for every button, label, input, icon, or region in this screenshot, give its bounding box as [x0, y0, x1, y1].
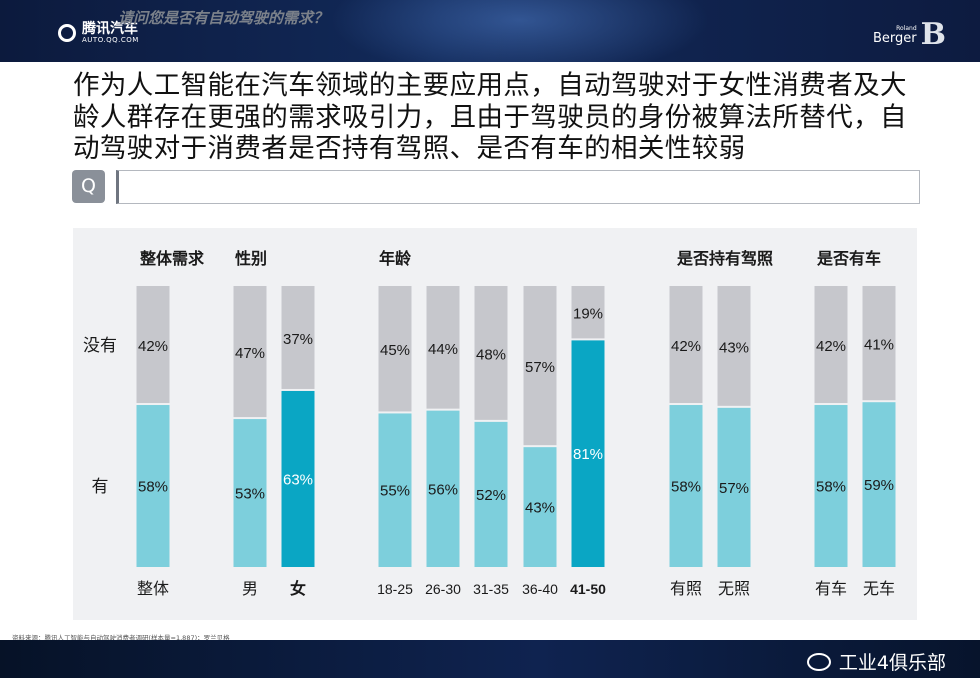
- question-text: 请问您是否有自动驾驶的需求？: [118, 9, 329, 27]
- category-label: 整体: [137, 580, 169, 598]
- label-no: 47%: [235, 345, 265, 362]
- category-label: 男: [242, 581, 258, 598]
- top-banner: 腾讯汽车 AUTO.QQ.COM Roland Berger B: [0, 0, 980, 62]
- bar-yes: [862, 402, 896, 567]
- watermark-text: 工业4俱乐部: [838, 652, 946, 674]
- label-no: 42%: [816, 338, 846, 355]
- label-yes: 56%: [428, 481, 458, 498]
- bar-no: [281, 286, 315, 389]
- source-note: 资料来源：腾讯人工智能与自动驾驶消费者调研(样本量=1,887)；罗兰贝格: [12, 634, 230, 642]
- bar-yes: [426, 410, 460, 567]
- group-title: 年龄: [379, 249, 412, 268]
- category-label: 18-25: [377, 581, 413, 597]
- group-title: 是否有车: [816, 249, 881, 268]
- label-no: 43%: [719, 339, 749, 356]
- bar-no: [523, 286, 557, 446]
- logo-name: 腾讯汽车: [82, 21, 138, 37]
- question-badge: Q: [72, 170, 105, 203]
- bar-yes: [281, 390, 315, 567]
- label-no: 37%: [283, 331, 313, 348]
- label-no: 42%: [138, 338, 168, 355]
- bar-yes: [523, 447, 557, 567]
- tencent-auto-logo-icon: [58, 24, 76, 42]
- logo-sub: AUTO.QQ.COM: [82, 36, 139, 44]
- watermark: 工业4俱乐部: [806, 648, 946, 675]
- label-yes: 58%: [816, 479, 846, 496]
- tencent-auto-logo: 腾讯汽车 AUTO.QQ.COM: [58, 22, 139, 44]
- label-no: 44%: [428, 341, 458, 358]
- label-yes: 43%: [525, 500, 555, 517]
- bar-no: [136, 286, 170, 404]
- bar-yes: [474, 421, 508, 567]
- category-label: 有照: [670, 580, 702, 598]
- category-label: 26-30: [425, 581, 461, 597]
- bar-yes: [136, 405, 170, 567]
- bar-no: [378, 286, 412, 412]
- category-label: 无车: [863, 580, 895, 598]
- label-yes: 55%: [380, 483, 410, 500]
- page-title: 作为人工智能在汽车领域的主要应用点，自动驾驶对于女性消费者及大龄人群存在更强的需…: [73, 70, 907, 164]
- label-yes: 58%: [138, 479, 168, 496]
- category-label: 无照: [718, 580, 750, 598]
- bar-yes: [717, 407, 751, 567]
- category-label: 31-35: [473, 581, 509, 597]
- logo-berger: Berger: [873, 30, 917, 46]
- label-no: 19%: [573, 306, 603, 323]
- bar-yes: [233, 419, 267, 567]
- bar-yes: [571, 340, 605, 567]
- group-title: 是否持有驾照: [676, 249, 773, 268]
- bar-no: [571, 286, 605, 339]
- bar-yes: [669, 405, 703, 567]
- row-label-yes: 有: [92, 477, 109, 496]
- label-yes: 59%: [864, 477, 894, 494]
- logo-roland: Roland: [896, 24, 917, 32]
- bar-no: [669, 286, 703, 404]
- bar-no: [717, 286, 751, 406]
- bar-yes: [378, 413, 412, 567]
- label-yes: 57%: [719, 480, 749, 497]
- row-label-no: 没有: [83, 336, 117, 355]
- label-no: 57%: [525, 359, 555, 376]
- label-yes: 58%: [671, 479, 701, 496]
- question-frame: [116, 170, 920, 204]
- bar-no: [474, 286, 508, 420]
- roland-berger-b-icon: B: [920, 17, 946, 52]
- category-label: 有车: [815, 580, 847, 598]
- question-bar: Q: [72, 170, 920, 204]
- label-yes: 63%: [283, 471, 313, 488]
- group-title: 性别: [235, 249, 267, 268]
- label-yes: 53%: [235, 486, 265, 503]
- label-yes: 52%: [476, 487, 506, 504]
- bar-yes: [814, 405, 848, 567]
- banner-glow: [330, 0, 710, 62]
- roland-berger-logo: Roland Berger B: [873, 20, 946, 50]
- label-yes: 81%: [573, 446, 603, 463]
- label-no: 48%: [476, 346, 506, 363]
- group-title: 整体需求: [139, 249, 205, 268]
- bar-no: [862, 286, 896, 401]
- bar-no: [814, 286, 848, 404]
- wechat-icon: [806, 652, 831, 671]
- category-label: 41-50: [570, 581, 606, 597]
- bar-no: [233, 286, 267, 418]
- label-no: 41%: [864, 337, 894, 354]
- bar-no: [426, 286, 460, 409]
- category-label: 36-40: [522, 581, 558, 597]
- category-label: 女: [290, 579, 306, 598]
- label-no: 45%: [380, 342, 410, 359]
- label-no: 42%: [671, 338, 701, 355]
